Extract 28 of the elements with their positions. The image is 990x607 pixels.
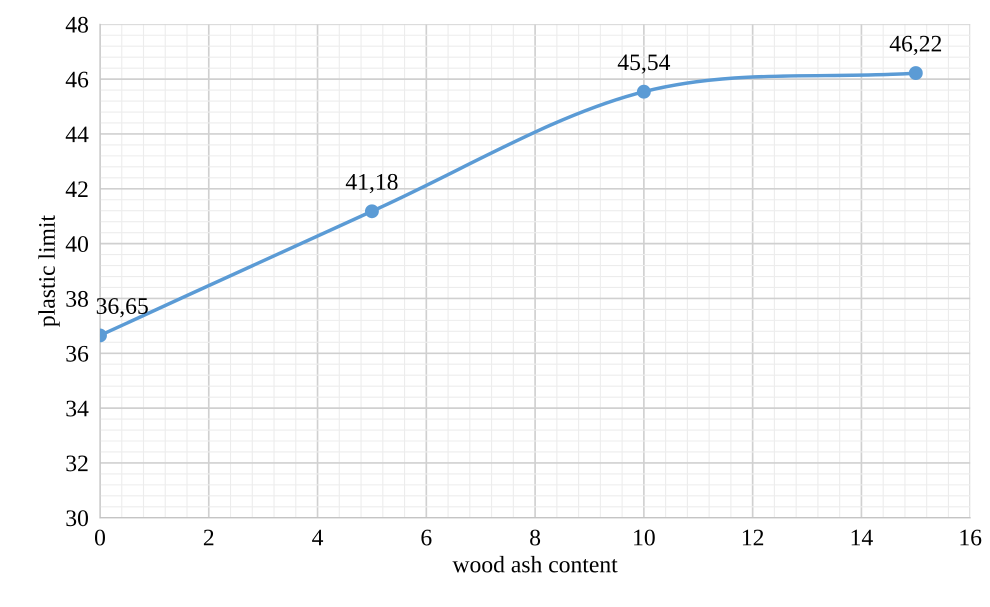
data-label: 46,22 bbox=[890, 36, 942, 56]
x-tick-label: 0 bbox=[94, 530, 105, 546]
data-label: 45,54 bbox=[618, 54, 670, 74]
x-tick-label: 14 bbox=[852, 530, 873, 546]
x-axis-title: wood ash content bbox=[452, 556, 618, 572]
y-tick-label: 40 bbox=[66, 236, 88, 252]
data-label: 41,18 bbox=[346, 174, 398, 194]
data-label: 36,65 bbox=[96, 298, 148, 318]
y-tick-label: 32 bbox=[66, 455, 88, 472]
x-tick-label: 8 bbox=[530, 530, 540, 546]
x-tick-label: 16 bbox=[960, 530, 982, 546]
point bbox=[908, 66, 923, 80]
y-tick-label: 38 bbox=[66, 290, 88, 307]
y-tick-label: 30 bbox=[66, 510, 88, 526]
y-tick-label: 48 bbox=[66, 16, 88, 33]
y-axis-title: plastic limit bbox=[38, 215, 60, 327]
x-tick-label: 4 bbox=[312, 530, 324, 546]
y-tick-label: 42 bbox=[66, 181, 88, 197]
y-tick-label: 44 bbox=[66, 126, 89, 142]
y-tick-label: 36 bbox=[66, 346, 88, 362]
x-tick-label: 12 bbox=[742, 530, 764, 546]
x-tick-label: 6 bbox=[421, 530, 432, 546]
y-tick-label: 46 bbox=[66, 72, 88, 88]
point bbox=[364, 204, 379, 218]
point bbox=[636, 84, 651, 99]
x-tick-label: 2 bbox=[204, 530, 214, 546]
x-tick-label: 10 bbox=[634, 530, 655, 546]
y-tick-label: 34 bbox=[66, 400, 89, 417]
